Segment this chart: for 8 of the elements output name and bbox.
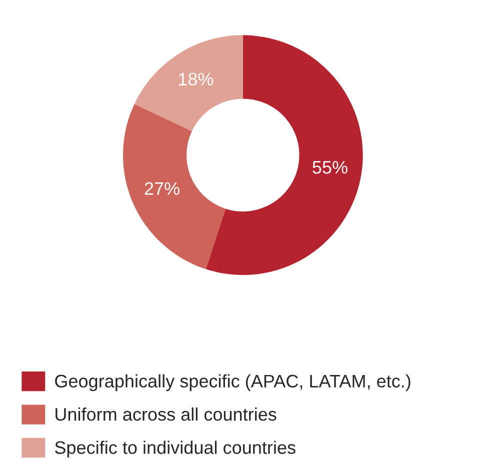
legend-label: Geographically specific (APAC, LATAM, etc.) (55, 374, 410, 392)
data-label: 55% (312, 161, 348, 174)
data-label: 18% (179, 72, 214, 86)
legend-label: Specific to individual countries (55, 440, 296, 458)
donut-slice (134, 35, 243, 132)
legend-label: Uniform across all countries (56, 408, 276, 421)
donut-slice (123, 104, 226, 270)
data-label: 27% (144, 182, 180, 195)
